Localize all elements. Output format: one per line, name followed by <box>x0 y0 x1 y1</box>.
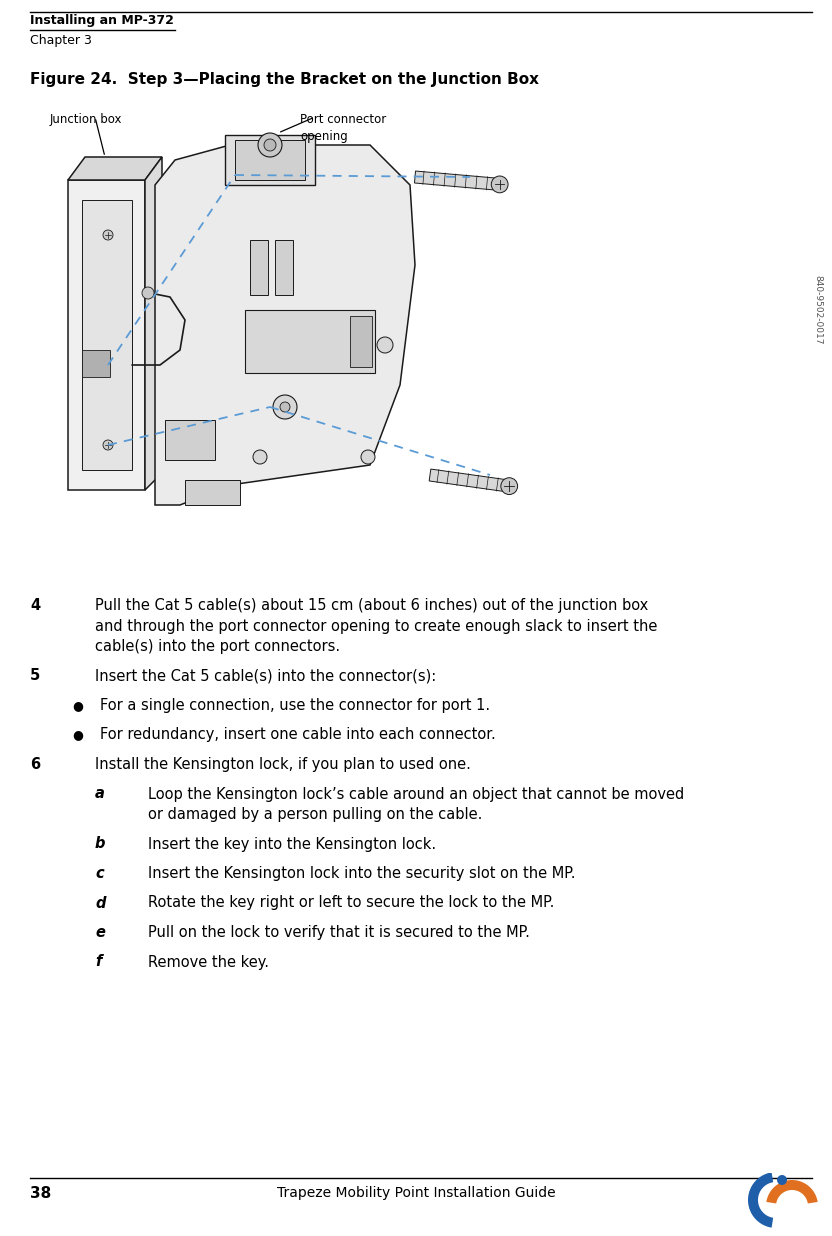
Circle shape <box>103 440 113 450</box>
Polygon shape <box>82 200 132 470</box>
Circle shape <box>264 138 276 151</box>
Circle shape <box>142 287 154 299</box>
Text: f: f <box>95 954 102 969</box>
Circle shape <box>273 396 297 419</box>
Polygon shape <box>155 145 415 506</box>
Polygon shape <box>429 468 510 492</box>
Text: 840-9502-0017: 840-9502-0017 <box>814 276 823 345</box>
Text: b: b <box>95 837 106 852</box>
Polygon shape <box>250 240 268 295</box>
Circle shape <box>280 402 290 412</box>
Polygon shape <box>275 240 293 295</box>
Polygon shape <box>414 171 500 190</box>
Circle shape <box>491 176 508 193</box>
Text: a: a <box>95 786 105 801</box>
Text: Rotate the key right or left to secure the lock to the MP.: Rotate the key right or left to secure t… <box>148 896 554 911</box>
Text: 5: 5 <box>30 669 40 684</box>
Circle shape <box>103 230 113 240</box>
Text: Remove the key.: Remove the key. <box>148 954 269 969</box>
Text: 6: 6 <box>30 756 40 772</box>
Text: Junction box: Junction box <box>50 112 122 126</box>
Circle shape <box>258 133 282 157</box>
Polygon shape <box>185 480 240 506</box>
Text: or damaged by a person pulling on the cable.: or damaged by a person pulling on the ca… <box>148 807 483 822</box>
Circle shape <box>777 1175 787 1185</box>
Polygon shape <box>68 180 145 489</box>
Polygon shape <box>225 135 315 185</box>
Text: Pull on the lock to verify that it is secured to the MP.: Pull on the lock to verify that it is se… <box>148 925 530 941</box>
Text: Insert the key into the Kensington lock.: Insert the key into the Kensington lock. <box>148 837 436 852</box>
Text: Chapter 3: Chapter 3 <box>30 35 92 47</box>
Text: Insert the Kensington lock into the security slot on the MP.: Insert the Kensington lock into the secu… <box>148 866 576 881</box>
Text: Install the Kensington lock, if you plan to used one.: Install the Kensington lock, if you plan… <box>95 756 471 772</box>
Text: e: e <box>95 925 105 941</box>
Circle shape <box>377 337 393 353</box>
Text: ●: ● <box>72 700 83 712</box>
Text: cable(s) into the port connectors.: cable(s) into the port connectors. <box>95 639 340 654</box>
Text: For a single connection, use the connector for port 1.: For a single connection, use the connect… <box>100 698 490 713</box>
Text: c: c <box>95 866 104 881</box>
Polygon shape <box>82 350 110 377</box>
Polygon shape <box>766 1180 818 1204</box>
Polygon shape <box>748 1172 773 1227</box>
Text: 38: 38 <box>30 1187 52 1201</box>
Text: Figure 24.  Step 3—Placing the Bracket on the Junction Box: Figure 24. Step 3—Placing the Bracket on… <box>30 72 539 87</box>
Polygon shape <box>145 157 162 489</box>
Text: and through the port connector opening to create enough slack to insert the: and through the port connector opening t… <box>95 618 657 634</box>
Text: Installing an MP-372: Installing an MP-372 <box>30 14 174 27</box>
Circle shape <box>253 450 267 464</box>
Text: Port connector
opening: Port connector opening <box>300 112 386 143</box>
Text: Loop the Kensington lock’s cable around an object that cannot be moved: Loop the Kensington lock’s cable around … <box>148 786 684 801</box>
Text: Insert the Cat 5 cable(s) into the connector(s):: Insert the Cat 5 cable(s) into the conne… <box>95 669 436 684</box>
Circle shape <box>501 478 518 494</box>
Polygon shape <box>235 140 305 180</box>
Polygon shape <box>350 316 372 367</box>
Text: 4: 4 <box>30 598 40 613</box>
Text: Trapeze Mobility Point Installation Guide: Trapeze Mobility Point Installation Guid… <box>277 1187 555 1200</box>
Polygon shape <box>245 310 375 373</box>
Text: ●: ● <box>72 728 83 742</box>
Text: Pull the Cat 5 cable(s) about 15 cm (about 6 inches) out of the junction box: Pull the Cat 5 cable(s) about 15 cm (abo… <box>95 598 648 613</box>
Text: For redundancy, insert one cable into each connector.: For redundancy, insert one cable into ea… <box>100 728 496 743</box>
Polygon shape <box>165 420 215 460</box>
Polygon shape <box>68 157 162 180</box>
Circle shape <box>361 450 375 464</box>
Text: d: d <box>95 896 106 911</box>
